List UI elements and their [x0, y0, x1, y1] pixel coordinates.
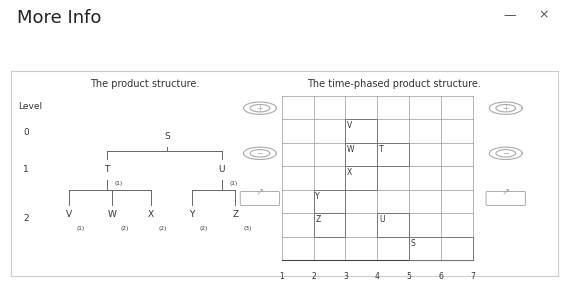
- Text: (1): (1): [77, 226, 85, 231]
- Text: (2): (2): [120, 226, 129, 231]
- Text: S: S: [411, 239, 415, 248]
- Text: S: S: [164, 133, 170, 141]
- Text: V: V: [347, 121, 352, 130]
- Text: 6: 6: [439, 272, 443, 281]
- Text: +: +: [502, 104, 509, 113]
- Text: 1: 1: [279, 272, 284, 281]
- Text: X: X: [347, 168, 352, 177]
- Text: 4: 4: [375, 272, 380, 281]
- Bar: [377, 143, 409, 166]
- Text: +: +: [257, 104, 263, 113]
- Text: (2): (2): [200, 226, 208, 231]
- Text: Z: Z: [232, 210, 238, 219]
- Text: T: T: [379, 145, 384, 154]
- Text: 0: 0: [23, 128, 29, 137]
- Text: U: U: [218, 165, 225, 174]
- Bar: [314, 213, 345, 237]
- Text: Level: Level: [18, 102, 42, 111]
- Text: ↗: ↗: [502, 187, 510, 197]
- Text: V: V: [65, 210, 72, 219]
- Bar: [314, 190, 345, 213]
- Text: (1): (1): [229, 181, 238, 186]
- Text: Z: Z: [315, 215, 320, 224]
- Bar: [345, 166, 377, 190]
- Text: 2: 2: [23, 215, 29, 223]
- Bar: [377, 213, 409, 237]
- Text: The product structure.: The product structure.: [90, 80, 200, 89]
- Text: ↗: ↗: [256, 187, 264, 197]
- Text: X: X: [147, 210, 154, 219]
- Text: 7: 7: [471, 272, 475, 281]
- Text: ×: ×: [538, 9, 549, 22]
- Text: Y: Y: [189, 210, 195, 219]
- Bar: [409, 237, 473, 260]
- Text: Y: Y: [315, 192, 320, 201]
- Text: W: W: [108, 210, 117, 219]
- Text: (3): (3): [243, 226, 251, 231]
- Text: (2): (2): [159, 226, 167, 231]
- Text: The time-phased product structure.: The time-phased product structure.: [307, 80, 481, 89]
- Text: T: T: [104, 165, 110, 174]
- Bar: [345, 119, 377, 143]
- Text: —: —: [503, 9, 516, 22]
- Text: U: U: [379, 215, 385, 224]
- Text: −: −: [257, 149, 263, 158]
- Text: 3: 3: [343, 272, 348, 281]
- Text: 5: 5: [407, 272, 411, 281]
- Text: −: −: [502, 149, 509, 158]
- Text: More Info: More Info: [17, 9, 101, 27]
- Bar: [345, 143, 377, 166]
- Text: (1): (1): [115, 181, 123, 186]
- Text: W: W: [347, 145, 354, 154]
- Text: 1: 1: [23, 165, 29, 174]
- Text: 2: 2: [311, 272, 316, 281]
